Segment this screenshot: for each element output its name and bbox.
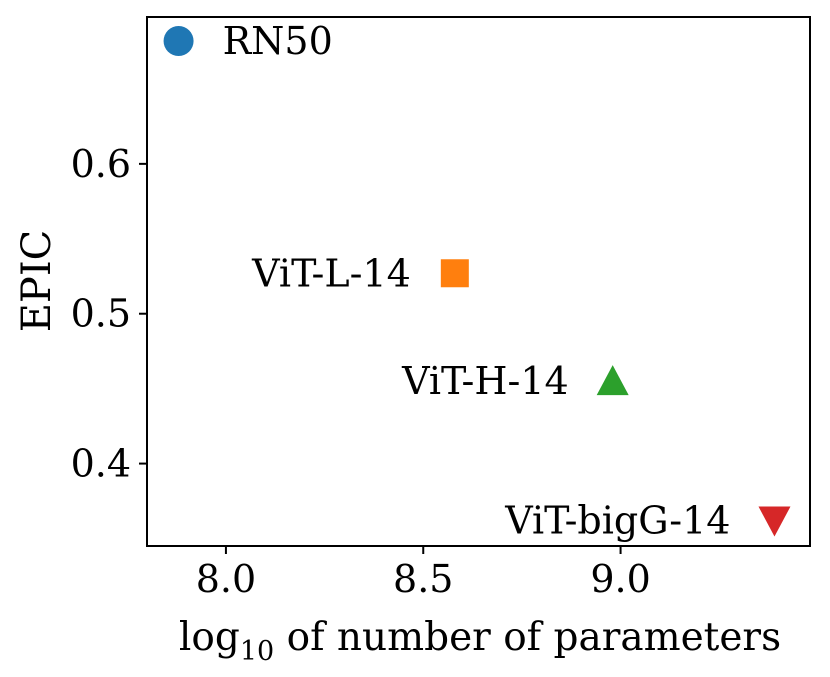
y-axis-ticks: 0.4 0.5 0.6 <box>71 142 147 486</box>
point-label: ViT-L-14 <box>251 251 411 295</box>
marker-point <box>758 506 791 537</box>
plot-frame <box>146 16 811 547</box>
point-label: ViT-bigG-14 <box>504 499 730 543</box>
point-label: ViT-H-14 <box>401 359 569 403</box>
x-axis-label-suffix: of number of parameters <box>274 615 781 660</box>
x-axis-label: log10 of number of parameters <box>179 615 781 667</box>
x-tick-label: 9.0 <box>590 557 650 601</box>
marker-point <box>440 259 469 288</box>
marker-point <box>163 25 194 56</box>
y-tick-label: 0.6 <box>71 142 131 186</box>
x-tick-label: 8.0 <box>196 557 256 601</box>
x-axis-label-prefix: log <box>179 615 240 660</box>
x-axis-ticks: 8.0 8.5 9.0 <box>196 546 651 601</box>
y-tick-label: 0.5 <box>71 292 131 336</box>
plot-marks: RN50 ViT-L-14 ViT-H-14 ViT-bigG-14 <box>163 19 791 543</box>
y-tick-label: 0.4 <box>71 442 131 486</box>
point-label: RN50 <box>223 19 333 63</box>
x-tick-label: 8.5 <box>393 557 453 601</box>
y-axis-label: EPIC <box>14 230 60 333</box>
x-axis-label-subscript: 10 <box>240 636 274 667</box>
marker-point <box>596 365 629 396</box>
